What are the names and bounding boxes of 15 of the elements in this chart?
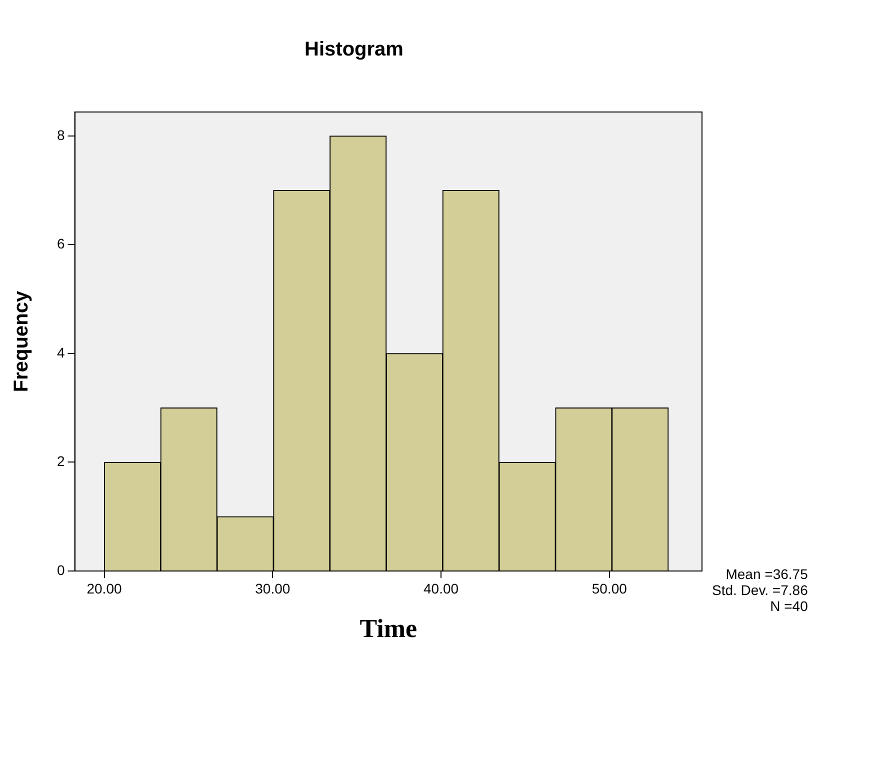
y-tick-label: 2 bbox=[56, 453, 65, 470]
chart-title: Histogram bbox=[304, 38, 404, 61]
text: Std. Dev. =7.86 bbox=[712, 582, 808, 598]
y-axis-title: Frequency bbox=[10, 290, 33, 392]
x-tick-label: 30.00 bbox=[255, 580, 290, 596]
x-axis-title: Time bbox=[360, 614, 418, 644]
x-tick-label: 40.00 bbox=[423, 580, 459, 596]
y-tick-label: 4 bbox=[56, 344, 65, 360]
y-tick-label: 6 bbox=[56, 236, 65, 252]
x-tick-label: 50.00 bbox=[592, 580, 628, 596]
y-tick-label: 8 bbox=[56, 126, 65, 143]
text: N =40 bbox=[769, 598, 808, 614]
y-tick-label: 0 bbox=[56, 562, 65, 578]
text: Mean =36.75 bbox=[724, 566, 808, 582]
x-tick-label: 20.00 bbox=[86, 580, 122, 596]
